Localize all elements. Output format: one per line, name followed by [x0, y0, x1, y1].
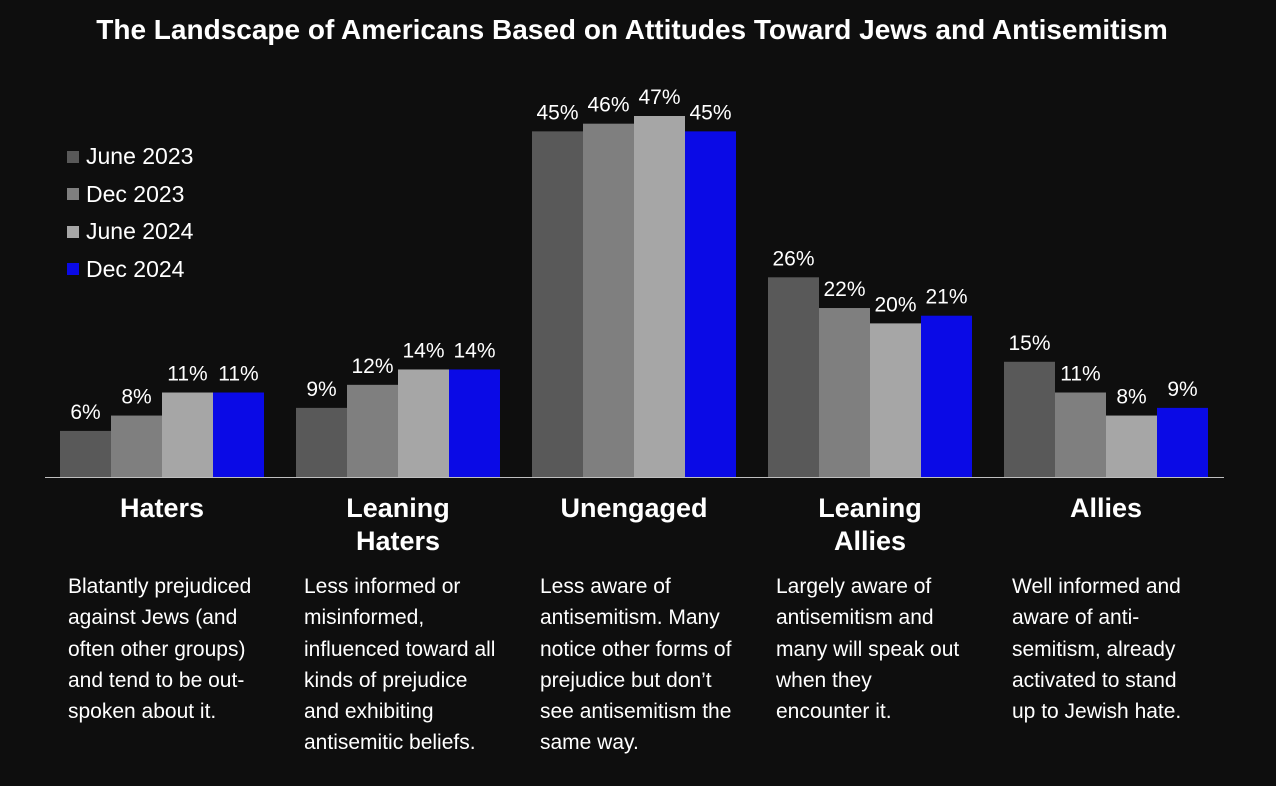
category-description-allies: Well informed and aware of anti-semitism,… [1012, 575, 1182, 724]
data-label-haters-dec-2024: 11% [218, 363, 258, 386]
data-label-leaning-haters-june-2024: 14% [402, 339, 444, 362]
category-description-haters: Blatantly prejudiced against Jews (and oft… [68, 575, 252, 724]
chart-title: The Landscape of Americans Based on Atti… [96, 14, 1168, 45]
legend: June 2023 Dec 2023 June 2024 Dec 2024 [67, 138, 193, 288]
data-label-unengaged-june-2024: 47% [638, 86, 680, 109]
data-label-leaning-allies-june-2023: 26% [772, 247, 814, 270]
data-label-allies-dec-2023: 11% [1060, 363, 1100, 386]
data-label-haters-june-2024: 11% [167, 363, 207, 386]
data-label-leaning-allies-dec-2024: 21% [925, 286, 967, 309]
legend-swatch [67, 150, 79, 163]
bar-leaning-allies-dec-2024 [921, 315, 972, 477]
legend-item-dec-2024: Dec 2024 [67, 251, 193, 289]
bar-allies-dec-2024 [1157, 407, 1208, 477]
data-label-haters-dec-2023: 8% [121, 386, 151, 409]
data-label-unengaged-dec-2024: 45% [689, 101, 731, 124]
bar-leaning-haters-dec-2023 [347, 384, 398, 477]
bar-unengaged-dec-2024 [685, 131, 736, 478]
bar-haters-dec-2024 [213, 392, 264, 477]
data-label-allies-june-2024: 8% [1116, 386, 1146, 409]
bar-allies-june-2023 [1004, 361, 1055, 477]
category-label-leaning-haters: Leaning Haters [346, 493, 450, 556]
category-label-allies: Allies [1069, 493, 1143, 523]
data-label-leaning-haters-dec-2024: 14% [453, 339, 495, 362]
bar-leaning-haters-june-2024 [398, 369, 449, 477]
legend-item-dec-2023: Dec 2023 [67, 176, 193, 214]
legend-item-june-2024: June 2024 [67, 213, 193, 251]
data-label-allies-june-2023: 15% [1008, 332, 1050, 355]
bar-haters-june-2024 [162, 392, 213, 477]
data-label-haters-june-2023: 6% [70, 401, 100, 424]
bar-unengaged-june-2024 [634, 116, 685, 477]
bar-unengaged-dec-2023 [583, 123, 634, 478]
category-label-leaning-allies: Leaning Allies [818, 493, 922, 556]
bar-haters-june-2023 [60, 430, 111, 477]
data-label-allies-dec-2024: 9% [1167, 378, 1197, 401]
category-label-unengaged: Unengaged [560, 493, 708, 523]
data-label-leaning-allies-june-2024: 20% [874, 293, 916, 316]
bar-haters-dec-2023 [111, 415, 162, 477]
category-description-leaning-allies: Largely aware of antisemitism and many wil… [776, 575, 960, 724]
bar-allies-dec-2023 [1055, 392, 1106, 477]
legend-label: Dec 2024 [86, 255, 185, 282]
bar-allies-june-2024 [1106, 415, 1157, 477]
bar-leaning-allies-june-2024 [870, 323, 921, 477]
legend-label: June 2023 [86, 143, 194, 170]
bar-leaning-haters-dec-2024 [449, 369, 500, 477]
legend-swatch [67, 263, 79, 276]
category-description-leaning-haters: Less informed or misinformed, influenced t… [304, 575, 496, 755]
legend-label: Dec 2023 [86, 180, 185, 207]
bar-leaning-allies-june-2023 [768, 277, 819, 477]
legend-label: June 2024 [86, 218, 194, 245]
bar-unengaged-june-2023 [532, 131, 583, 478]
data-label-leaning-allies-dec-2023: 22% [823, 278, 865, 301]
legend-swatch [67, 188, 79, 201]
data-label-unengaged-dec-2023: 46% [587, 94, 629, 117]
data-label-leaning-haters-june-2023: 9% [306, 378, 336, 401]
category-label-haters: Haters [119, 493, 205, 523]
legend-swatch [67, 225, 79, 238]
data-label-leaning-haters-dec-2023: 12% [351, 355, 393, 378]
bar-leaning-haters-june-2023 [296, 407, 347, 477]
bar-leaning-allies-dec-2023 [819, 308, 870, 477]
legend-item-june-2023: June 2023 [67, 138, 193, 176]
category-description-unengaged: Less aware of antisemitism. Many notice ot… [540, 575, 732, 755]
data-label-unengaged-june-2023: 45% [536, 101, 578, 124]
